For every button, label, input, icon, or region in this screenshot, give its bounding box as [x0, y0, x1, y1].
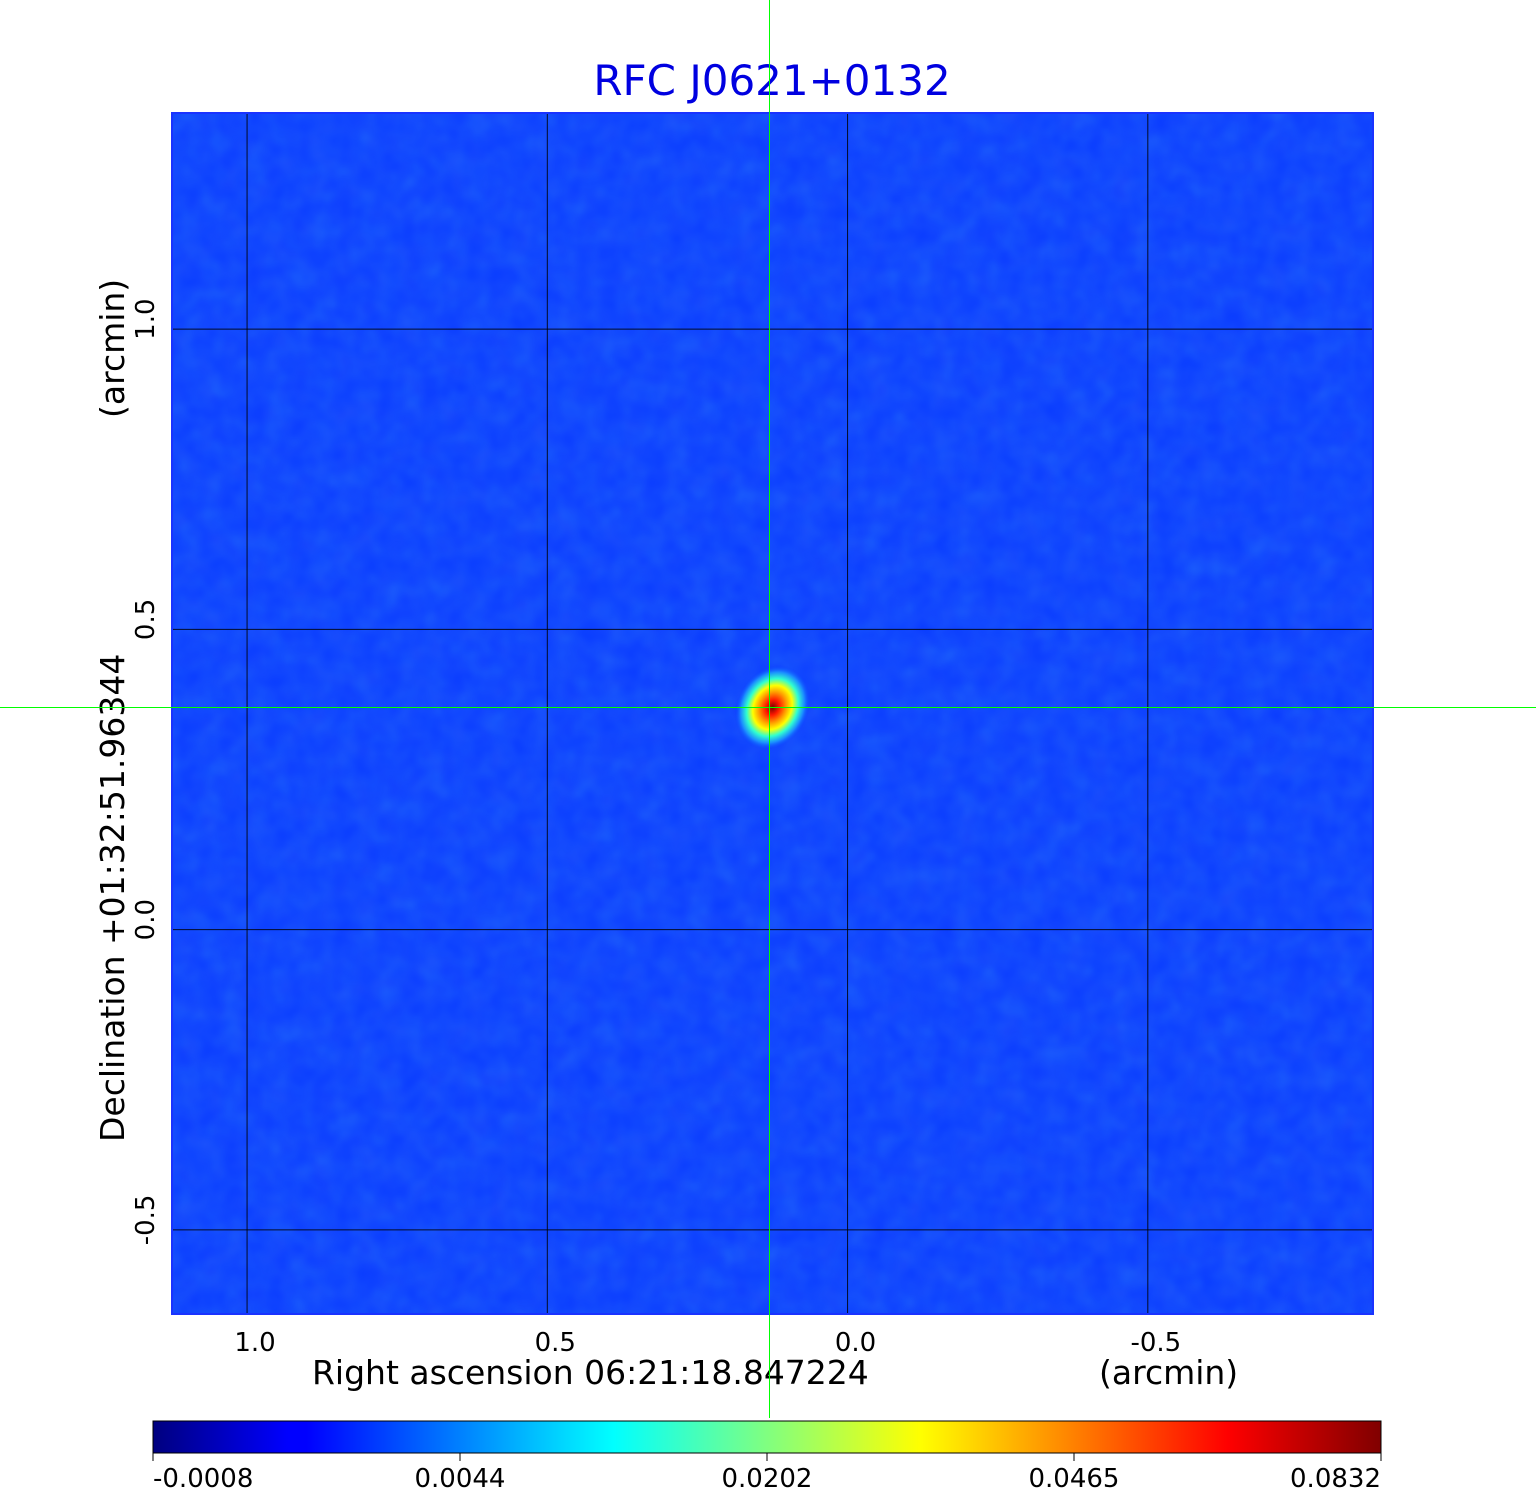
image-panel — [171, 112, 1374, 1315]
x-axis-label: Right ascension 06:21:18.847224 — [312, 1353, 869, 1392]
y-tick-label: -0.5 — [131, 1195, 161, 1246]
y-axis-label: Declination +01:32:51.96344 — [93, 654, 132, 1142]
x-tick-label: 0.5 — [535, 1328, 576, 1358]
x-tick-labels: 1.0 0.5 0.0 -0.5 — [234, 1328, 1181, 1358]
colorbar: -0.0008 0.0044 0.0202 0.0465 0.0832 — [152, 1420, 1382, 1494]
colorbar-tick-label: 0.0202 — [722, 1464, 813, 1494]
x-tick-label: 1.0 — [234, 1328, 275, 1358]
y-axis-unit: (arcmin) — [93, 279, 132, 418]
y-tick-label: 0.5 — [131, 599, 161, 640]
x-axis-unit: (arcmin) — [1099, 1353, 1238, 1392]
y-tick-label: 1.0 — [131, 299, 161, 340]
colorbar-tick-label: -0.0008 — [153, 1464, 253, 1494]
x-tick-label: -0.5 — [1130, 1328, 1181, 1358]
image-frame — [171, 112, 1374, 1315]
colorbar-gradient — [152, 1420, 1382, 1454]
colorbar-ticks: -0.0008 0.0044 0.0202 0.0465 0.0832 — [152, 1453, 1382, 1494]
coordinate-grid — [172, 113, 1373, 1314]
source-crosshair — [0, 0, 1536, 1418]
y-tick-label: 0.0 — [131, 899, 161, 940]
colorbar-tick-label: 0.0044 — [415, 1464, 506, 1494]
colorbar-tick-label: 0.0832 — [1290, 1464, 1381, 1494]
y-tick-labels: 1.0 0.5 0.0 -0.5 — [131, 299, 161, 1246]
chart-title: RFC J0621+0132 — [593, 56, 950, 105]
colorbar-tick-label: 0.0465 — [1029, 1464, 1120, 1494]
x-tick-label: 0.0 — [835, 1328, 876, 1358]
